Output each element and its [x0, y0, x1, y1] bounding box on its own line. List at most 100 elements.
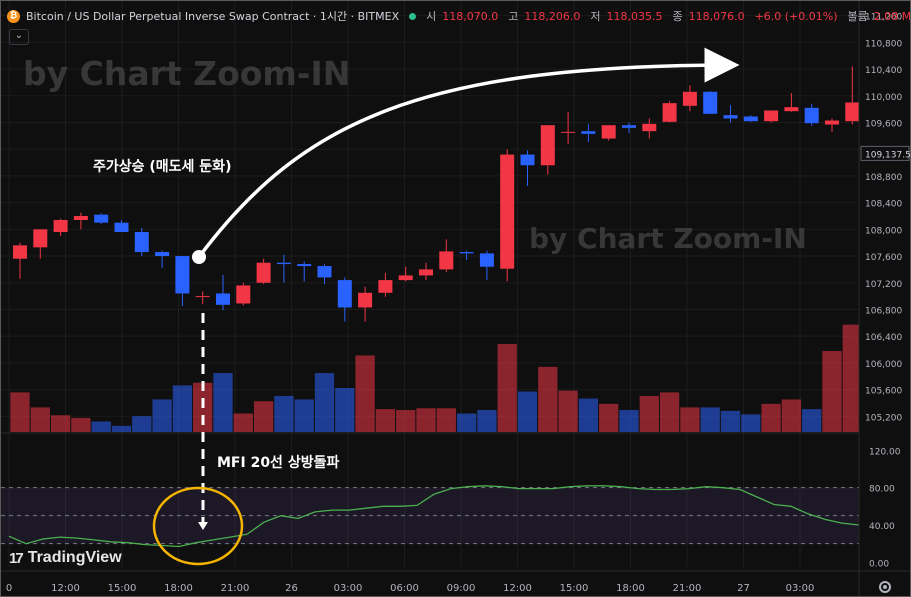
- volume-bar: [436, 408, 456, 432]
- price-tick-label: 106,800: [865, 306, 902, 316]
- price-tick-label: 110,800: [865, 39, 902, 49]
- price-axis-bg: [859, 1, 910, 433]
- low-value: 118,035.5: [606, 9, 663, 23]
- price-tick-label: 106,400: [865, 333, 902, 343]
- candle-body: [114, 222, 129, 233]
- candle-body: [642, 123, 657, 132]
- grid-lines: [1, 1, 859, 567]
- time-tick-label: 12:00: [503, 583, 532, 594]
- volume-bar: [842, 324, 862, 432]
- price-tick-label: 105,200: [865, 413, 902, 423]
- price-tick-label: 107,200: [865, 280, 902, 290]
- symbol-title[interactable]: Bitcoin / US Dollar Perpetual Inverse Sw…: [26, 10, 400, 23]
- watermark-top: by Chart Zoom-IN: [23, 54, 350, 93]
- volume-bar: [132, 416, 152, 432]
- price-tick-label: 108,800: [865, 173, 902, 183]
- time-tick-label: 0: [6, 583, 12, 594]
- volume-bar: [375, 409, 396, 432]
- time-tick-label: 15:00: [108, 583, 137, 594]
- candle-body: [723, 115, 738, 119]
- candle-body: [764, 110, 779, 122]
- time-tick-label: 18:00: [616, 583, 645, 594]
- mfi-tick-label: 40.00: [869, 522, 895, 532]
- price-tick-label: 109,600: [865, 120, 902, 130]
- time-tick-label: 21:00: [673, 583, 702, 594]
- volume-bar: [558, 390, 578, 432]
- mfi-tick-label: 80.00: [869, 485, 895, 495]
- candle-body: [276, 262, 291, 265]
- volume-bar: [213, 373, 233, 432]
- volume-bar: [274, 395, 294, 432]
- symbol-header: ₿ Bitcoin / US Dollar Perpetual Inverse …: [7, 7, 910, 25]
- candle-body: [845, 102, 860, 122]
- volume-bar: [233, 413, 253, 432]
- volume-bar: [538, 366, 558, 432]
- candle-body: [622, 125, 636, 128]
- candle-body: [581, 131, 596, 134]
- time-tick-label: 03:00: [786, 583, 815, 594]
- candle-body: [398, 275, 413, 281]
- change-value: +6.0 (+0.01%): [754, 9, 838, 23]
- volume-bar: [639, 395, 659, 432]
- candle-body: [13, 245, 27, 259]
- time-tick-label: 15:00: [560, 583, 589, 594]
- volume-bar: [659, 392, 680, 432]
- volume-bar: [822, 351, 842, 432]
- gear-icon[interactable]: [879, 581, 891, 593]
- price-axis[interactable]: 111,200110,800110,400110,000109,600109,2…: [858, 1, 910, 596]
- volume-bar: [10, 392, 30, 432]
- candle-body: [743, 116, 758, 122]
- volume-bar: [741, 414, 761, 432]
- mfi-highlight-circle: [152, 486, 244, 566]
- bitcoin-icon: ₿: [7, 9, 20, 23]
- tradingview-logo[interactable]: 17 TradingView: [9, 549, 122, 567]
- chevron-down-icon[interactable]: ⌄: [9, 29, 29, 45]
- candle-body: [439, 251, 454, 270]
- volume-bar: [578, 398, 599, 432]
- price-tick-label: 110,400: [865, 66, 902, 76]
- candle-body: [825, 120, 839, 125]
- volume-bars: [10, 324, 910, 432]
- candle-body: [500, 154, 515, 269]
- candle-body: [561, 131, 576, 133]
- candlesticks: [13, 65, 910, 322]
- close-label: 종: [672, 10, 683, 23]
- time-tick-label: 18:00: [164, 583, 193, 594]
- volume-bar: [71, 417, 91, 432]
- volume-bar: [700, 407, 720, 432]
- candle-body: [520, 154, 535, 166]
- volume-bar: [416, 408, 436, 432]
- time-tick-label: 12:00: [51, 583, 80, 594]
- volume-bar: [720, 410, 741, 432]
- tradingview-name: TradingView: [27, 549, 122, 566]
- candle-body: [53, 219, 68, 233]
- tradingview-logo-icon: 17: [9, 549, 24, 567]
- time-tick-label: 21:00: [221, 583, 250, 594]
- volume-bar: [314, 373, 335, 432]
- last-price-tag: [860, 145, 910, 161]
- volume-bar: [294, 399, 314, 432]
- mfi-dashed-arrowhead: [198, 522, 208, 530]
- close-value: 118,076.0: [688, 9, 745, 23]
- candle-body: [216, 293, 230, 305]
- rise-annotation: 주가상승 (매도세 둔화): [93, 159, 231, 175]
- candle-body: [682, 91, 697, 106]
- volume-bar: [335, 388, 355, 432]
- volume-bar: [111, 425, 132, 432]
- candle-body: [479, 253, 494, 267]
- time-axis[interactable]: 0 12:00 15:00 18:00 21:00 26 03:00 06:00 09:00 12…: [1, 570, 910, 594]
- candle-body: [662, 103, 677, 122]
- volume-bar: [599, 403, 619, 432]
- candle-body: [784, 107, 799, 112]
- time-tick-label: 06:00: [390, 583, 419, 594]
- volume-bar: [456, 413, 477, 432]
- volume-label: 볼륨: [847, 10, 868, 23]
- volume-bar: [781, 399, 802, 432]
- price-tick-label: 106,000: [865, 360, 902, 370]
- candle-body: [804, 107, 819, 124]
- candle-body: [33, 229, 48, 248]
- candle-body: [175, 256, 190, 294]
- candle-body: [256, 262, 271, 283]
